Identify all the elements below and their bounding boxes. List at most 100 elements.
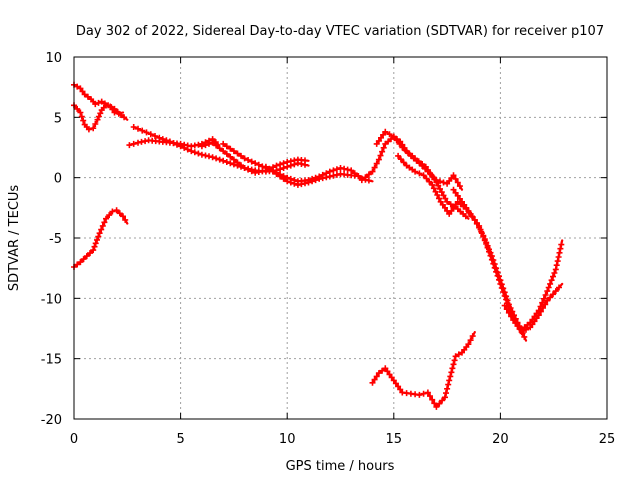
data-point-marker [209,154,216,161]
x-tick-label: 10 [279,432,296,447]
data-point-marker [103,102,109,109]
data-point-marker [248,158,255,165]
y-tick-label: 10 [45,51,62,66]
data-point-marker [480,233,487,240]
data-point-marker [280,160,287,167]
data-point-marker [436,195,442,202]
data-point-marker [95,113,102,120]
data-point-marker [216,156,223,163]
data-point-marker [424,389,431,396]
data-point-marker [234,150,241,157]
data-point-marker [463,204,470,211]
data-point-marker [216,145,223,152]
data-point-marker [273,162,280,169]
plot-frame [73,56,608,420]
data-point-marker [523,326,529,333]
data-point-marker [98,98,105,105]
data-point-marker [545,284,552,291]
data-point-marker [557,245,564,252]
x-tick-label: 15 [386,432,403,447]
data-point-marker [277,173,284,180]
data-point-marker [92,101,99,108]
data-point-marker [291,180,298,187]
data-point-marker [447,373,454,380]
data-point-marker [99,222,106,229]
data-point-marker [77,259,84,266]
data-point-marker [143,129,150,136]
data-point-marker [126,142,133,149]
data-point-marker [382,128,389,135]
data-point-marker [445,381,452,388]
data-point-marker [440,192,447,199]
data-point-marker [476,222,483,229]
data-point-marker [174,141,180,148]
data-point-marker [450,361,457,368]
data-point-marker [206,140,212,147]
data-point-marker [400,159,407,166]
data-point-marker [465,341,472,348]
data-point-marker [454,179,461,186]
data-point-marker [390,133,397,140]
data-point-marker [77,109,84,116]
data-point-marker [450,186,457,193]
data-point-marker [373,160,380,167]
data-point-marker [130,140,137,147]
data-point-marker [547,294,554,301]
data-point-marker [188,148,195,155]
data-point-marker [202,142,209,149]
data-point-marker [430,185,437,192]
data-point-marker [371,376,378,383]
data-point-marker [547,280,554,287]
series-arc-3 [71,207,129,270]
data-point-marker [537,308,544,315]
data-point-marker [238,152,244,159]
data-point-marker [540,305,546,311]
data-point-marker [423,175,430,182]
data-point-marker [452,175,459,182]
data-point-marker [493,268,500,275]
data-point-marker [223,143,230,150]
data-point-marker [396,140,403,147]
data-point-marker [456,183,463,190]
data-point-marker [552,288,559,295]
data-point-marker [486,248,492,255]
data-point-marker [330,167,337,174]
axis-ticks: 0 5 10 15 20 25 -20 -15 -10 -5 0 5 10 [41,51,616,447]
data-point-marker [184,146,191,153]
data-point-marker [103,215,109,222]
data-point-marker [177,143,184,150]
data-point-marker [120,213,126,220]
data-point-marker [273,171,280,177]
data-point-marker [446,377,453,384]
data-point-marker [358,177,365,184]
data-point-marker [139,127,146,134]
data-point-marker [130,124,137,130]
data-point-marker [450,172,457,179]
data-point-marker [467,337,474,344]
data-point-marker [111,109,118,116]
data-point-marker [435,182,442,189]
data-point-marker [481,237,488,244]
data-point-marker [92,121,99,127]
data-point-marker [227,153,234,160]
data-point-marker [488,256,495,263]
data-point-marker [397,386,404,393]
data-point-marker [74,83,81,90]
data-point-marker [74,105,81,112]
y-axis-label: SDTVAR / TECUs [7,185,22,292]
data-point-marker [91,243,98,250]
data-point-marker [170,140,177,147]
data-point-marker [505,309,512,316]
data-point-marker [386,131,393,138]
data-point-marker [497,280,504,287]
data-point-marker [416,170,423,177]
data-point-marker [432,188,439,195]
data-point-marker [280,175,287,182]
data-point-marker [220,148,227,155]
data-point-marker [438,189,445,196]
data-point-marker [333,171,340,178]
data-point-marker [434,192,441,198]
data-point-marker [227,145,234,152]
data-point-marker [230,148,237,155]
